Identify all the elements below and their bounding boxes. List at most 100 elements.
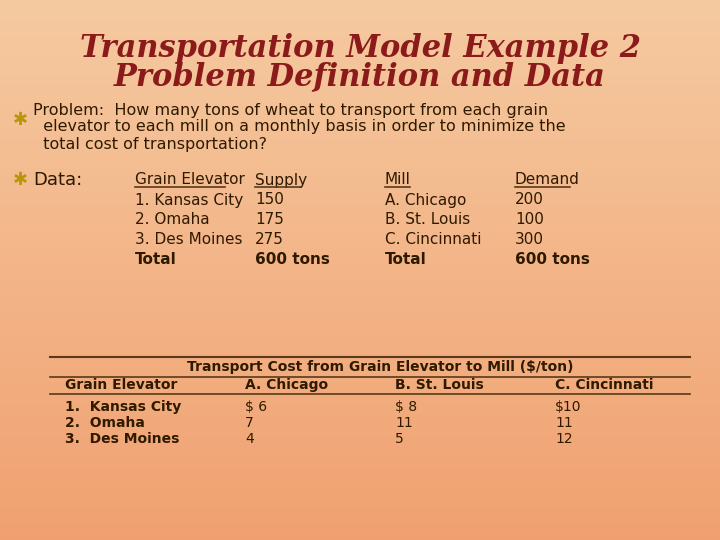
Bar <box>0 151 720 157</box>
Text: 600 tons: 600 tons <box>255 253 330 267</box>
Bar <box>0 22 720 27</box>
Text: 150: 150 <box>255 192 284 207</box>
Bar <box>0 265 720 270</box>
Text: A. Chicago: A. Chicago <box>245 378 328 392</box>
Bar <box>0 173 720 178</box>
Text: total cost of transportation?: total cost of transportation? <box>33 137 267 152</box>
Bar <box>0 518 720 524</box>
Text: B. St. Louis: B. St. Louis <box>395 378 484 392</box>
Bar <box>0 5 720 11</box>
Bar <box>0 454 720 459</box>
Text: $10: $10 <box>555 400 582 414</box>
Bar <box>0 308 720 313</box>
Text: 4: 4 <box>245 432 253 446</box>
Bar <box>0 76 720 81</box>
Bar <box>0 340 720 346</box>
Text: Grain Elevator: Grain Elevator <box>135 172 245 187</box>
Bar <box>0 270 720 275</box>
Bar <box>0 32 720 38</box>
Bar <box>0 124 720 130</box>
Bar <box>0 335 720 340</box>
Bar <box>0 432 720 437</box>
Text: C. Cincinnati: C. Cincinnati <box>555 378 654 392</box>
Bar <box>0 491 720 497</box>
Bar <box>0 405 720 410</box>
Text: A. Chicago: A. Chicago <box>385 192 467 207</box>
Text: Demand: Demand <box>515 172 580 187</box>
Bar <box>0 367 720 373</box>
Text: $ 6: $ 6 <box>245 400 267 414</box>
Bar <box>0 292 720 297</box>
Text: 11: 11 <box>395 416 413 430</box>
Bar <box>0 70 720 76</box>
Bar <box>0 86 720 92</box>
Bar <box>0 92 720 97</box>
Bar <box>0 362 720 367</box>
Bar <box>0 216 720 221</box>
Bar <box>0 475 720 481</box>
Text: 5: 5 <box>395 432 404 446</box>
Bar <box>0 378 720 383</box>
Bar <box>0 524 720 529</box>
Text: Data:: Data: <box>33 171 82 189</box>
Bar <box>0 329 720 335</box>
Bar <box>0 103 720 108</box>
Text: Transport Cost from Grain Elevator to Mill ($/ton): Transport Cost from Grain Elevator to Mi… <box>186 360 573 374</box>
Text: elevator to each mill on a monthly basis in order to minimize the: elevator to each mill on a monthly basis… <box>33 119 566 134</box>
Bar <box>0 302 720 308</box>
Bar <box>0 130 720 135</box>
Bar <box>0 205 720 211</box>
Bar <box>0 162 720 167</box>
Text: Problem:  How many tons of wheat to transport from each grain: Problem: How many tons of wheat to trans… <box>33 103 548 118</box>
Bar <box>0 356 720 362</box>
Bar <box>0 178 720 184</box>
Bar <box>0 275 720 281</box>
Bar <box>0 108 720 113</box>
Bar <box>0 383 720 389</box>
Bar <box>0 81 720 86</box>
Bar <box>0 502 720 508</box>
Text: Grain Elevator: Grain Elevator <box>65 378 177 392</box>
Text: Transportation Model Example 2: Transportation Model Example 2 <box>79 32 641 64</box>
Bar <box>0 464 720 470</box>
Bar <box>0 140 720 146</box>
Text: B. St. Louis: B. St. Louis <box>385 213 470 227</box>
Bar <box>0 535 720 540</box>
Bar <box>0 11 720 16</box>
Bar <box>0 54 720 59</box>
Bar <box>0 194 720 200</box>
Bar <box>0 410 720 416</box>
Bar <box>0 416 720 421</box>
Text: 600 tons: 600 tons <box>515 253 590 267</box>
Text: 200: 200 <box>515 192 544 207</box>
Bar <box>0 65 720 70</box>
Bar <box>0 470 720 475</box>
Bar <box>0 486 720 491</box>
Bar <box>0 184 720 189</box>
Text: 100: 100 <box>515 213 544 227</box>
Text: Total: Total <box>385 253 427 267</box>
Bar <box>0 448 720 454</box>
Bar <box>0 529 720 535</box>
Text: Problem Definition and Data: Problem Definition and Data <box>114 62 606 92</box>
Bar <box>0 189 720 194</box>
Bar <box>0 232 720 238</box>
Text: 2.  Omaha: 2. Omaha <box>65 416 145 430</box>
Text: 3. Des Moines: 3. Des Moines <box>135 233 243 247</box>
Bar <box>0 43 720 49</box>
Text: 300: 300 <box>515 233 544 247</box>
Bar <box>0 324 720 329</box>
Bar <box>0 286 720 292</box>
Bar <box>0 16 720 22</box>
Bar <box>0 59 720 65</box>
Bar <box>0 351 720 356</box>
Text: 11: 11 <box>555 416 572 430</box>
Bar <box>0 508 720 513</box>
Bar <box>0 49 720 54</box>
Text: 2. Omaha: 2. Omaha <box>135 213 210 227</box>
Bar <box>0 97 720 103</box>
Bar <box>0 0 720 5</box>
Bar <box>0 389 720 394</box>
Bar <box>0 243 720 248</box>
Text: 1.  Kansas City: 1. Kansas City <box>65 400 181 414</box>
